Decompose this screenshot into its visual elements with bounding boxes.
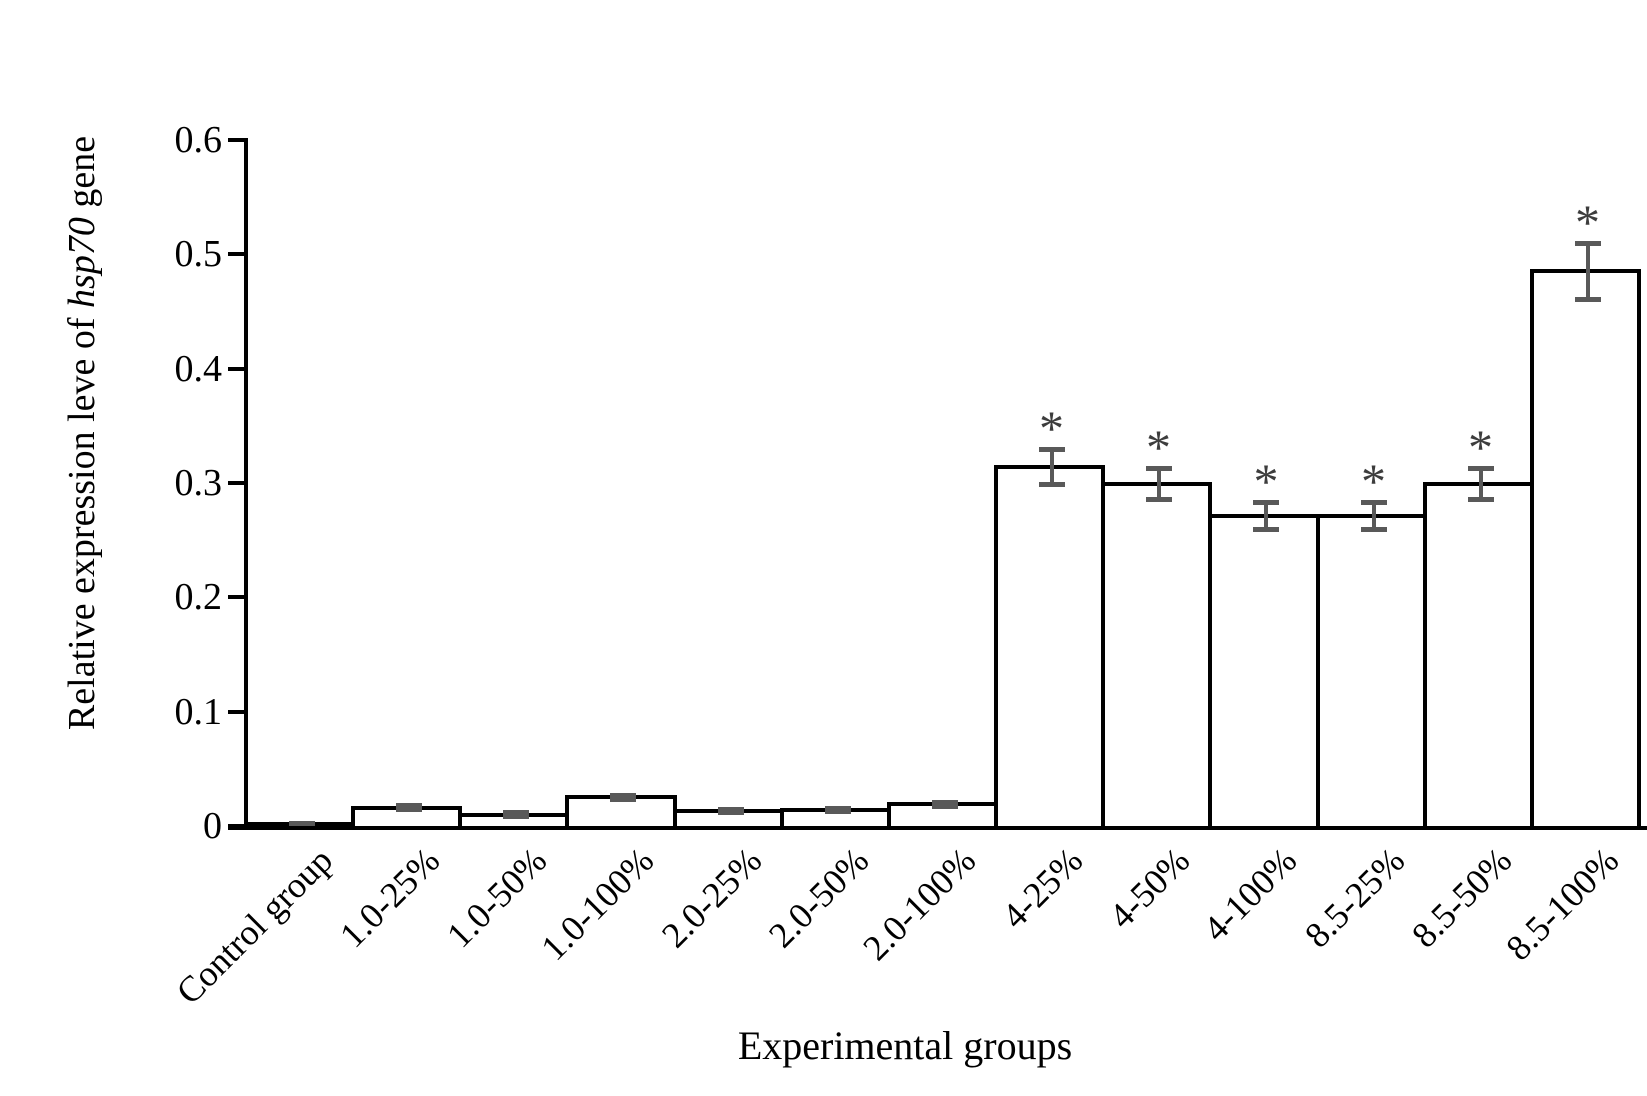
significance-marker: * — [1146, 419, 1171, 476]
y-tick — [228, 595, 244, 600]
error-bar-cap-top — [502, 810, 529, 816]
error-bar-cap-top — [1574, 240, 1601, 246]
y-tick-label: 0.4 — [174, 347, 223, 390]
bar — [1423, 482, 1534, 830]
y-tick — [228, 481, 244, 485]
error-bar-cap-bottom — [1467, 497, 1494, 503]
error-bar-cap-top — [931, 799, 958, 805]
error-bar-cap-bottom — [1360, 526, 1387, 532]
significance-marker: * — [1361, 453, 1386, 510]
error-bar-cap-top — [1038, 446, 1065, 452]
y-tick-label: 0 — [203, 805, 222, 847]
bar — [1530, 269, 1641, 830]
error-bar-cap-top — [1253, 500, 1279, 506]
y-tick — [228, 138, 244, 142]
error-bar-cap-top — [610, 793, 636, 799]
error-bar-cap-bottom — [502, 813, 529, 819]
significance-marker: * — [1253, 453, 1279, 510]
y-tick — [228, 366, 244, 371]
error-bar-cap-bottom — [931, 803, 958, 809]
error-bar-cap-top — [395, 803, 422, 809]
significance-marker: * — [1468, 419, 1493, 476]
y-tick — [228, 252, 244, 257]
y-tick-label: 0.6 — [174, 119, 223, 161]
error-bar-cap-top — [1360, 500, 1387, 506]
significance-marker: * — [1575, 193, 1600, 250]
bar — [994, 464, 1105, 830]
error-bar-cap-top — [1467, 466, 1494, 472]
error-bar-cap-bottom — [288, 821, 315, 827]
error-bar-cap-bottom — [1253, 526, 1279, 532]
y-axis-line — [244, 138, 248, 830]
y-tick — [228, 709, 244, 714]
y-tick-label: 0.5 — [174, 233, 223, 276]
error-bar-cap-bottom — [610, 796, 636, 802]
error-bar-line — [1264, 502, 1268, 530]
error-bar-cap-bottom — [717, 810, 744, 816]
error-bar-cap-top — [1145, 466, 1172, 472]
error-bar-line — [1156, 468, 1161, 501]
y-tick-label: 0.3 — [174, 462, 223, 504]
y-tick-label: 0.1 — [174, 690, 223, 733]
x-axis-line — [228, 826, 1647, 830]
bar — [1101, 482, 1212, 830]
error-bar-cap-bottom — [1574, 297, 1601, 303]
significance-marker: * — [1039, 399, 1064, 456]
error-bar-line — [1049, 448, 1054, 486]
error-bar-line — [1478, 468, 1483, 501]
error-bar-cap-bottom — [1038, 482, 1065, 488]
bar — [1208, 514, 1320, 830]
x-axis-title: Experimental groups — [737, 1023, 1073, 1068]
error-bar-cap-bottom — [824, 809, 851, 815]
error-bar-line — [1585, 242, 1590, 301]
error-bar-cap-top — [824, 805, 851, 811]
error-bar-cap-bottom — [395, 806, 422, 812]
y-tick-label: 0.2 — [174, 576, 223, 619]
error-bar-cap-bottom — [1145, 497, 1172, 503]
error-bar-cap-top — [717, 806, 744, 812]
error-bar-line — [1371, 502, 1376, 530]
bar — [1316, 514, 1427, 830]
